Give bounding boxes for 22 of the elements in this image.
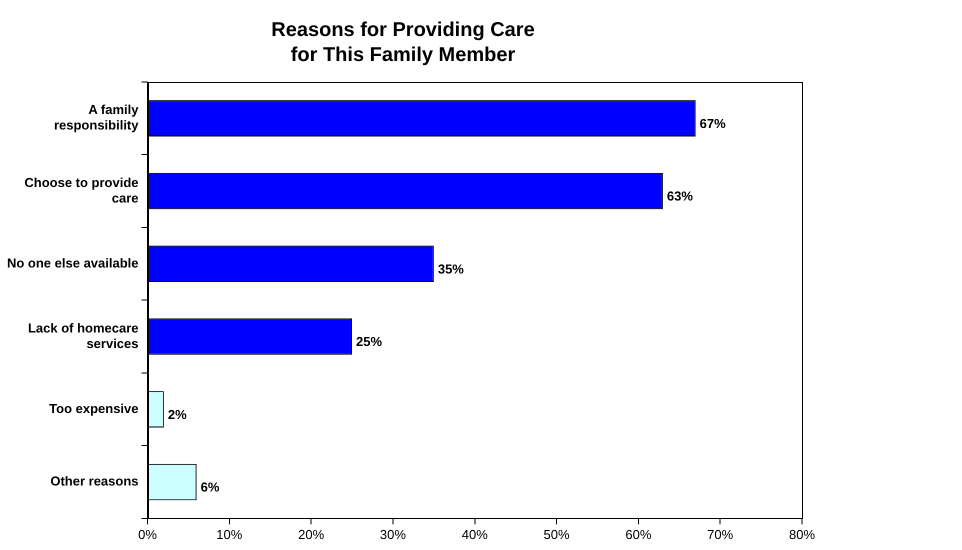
data-label: 35% <box>438 261 464 276</box>
data-label: 63% <box>666 188 694 204</box>
x-tick-label: 60% <box>625 526 652 542</box>
x-tick-label: 70% <box>707 526 734 542</box>
x-tick-label: 0% <box>138 526 158 542</box>
data-label: 2% <box>168 406 188 422</box>
data-label: 6% <box>200 480 220 495</box>
data-label: 25% <box>356 334 382 350</box>
chart-title: Reasons for Providing Care for This Family Member <box>271 19 535 66</box>
x-tick-label: 20% <box>298 526 325 542</box>
data-label: 67% <box>700 116 726 131</box>
y-tick-label: No one else available <box>6 255 139 270</box>
x-tick-label: 30% <box>380 526 406 542</box>
y-tick-label: A family responsibility <box>54 102 140 133</box>
y-tick-label: Other reasons <box>50 474 139 489</box>
y-tick-label: Choose to provide care <box>24 174 139 206</box>
x-tick-label: 50% <box>544 526 570 542</box>
y-tick-label: Lack of homecare services <box>28 320 139 351</box>
x-tick-label: 80% <box>788 526 816 542</box>
x-tick-label: 10% <box>216 526 243 542</box>
y-tick-label: Too expensive <box>49 400 139 416</box>
x-tick-label: 40% <box>462 526 488 542</box>
